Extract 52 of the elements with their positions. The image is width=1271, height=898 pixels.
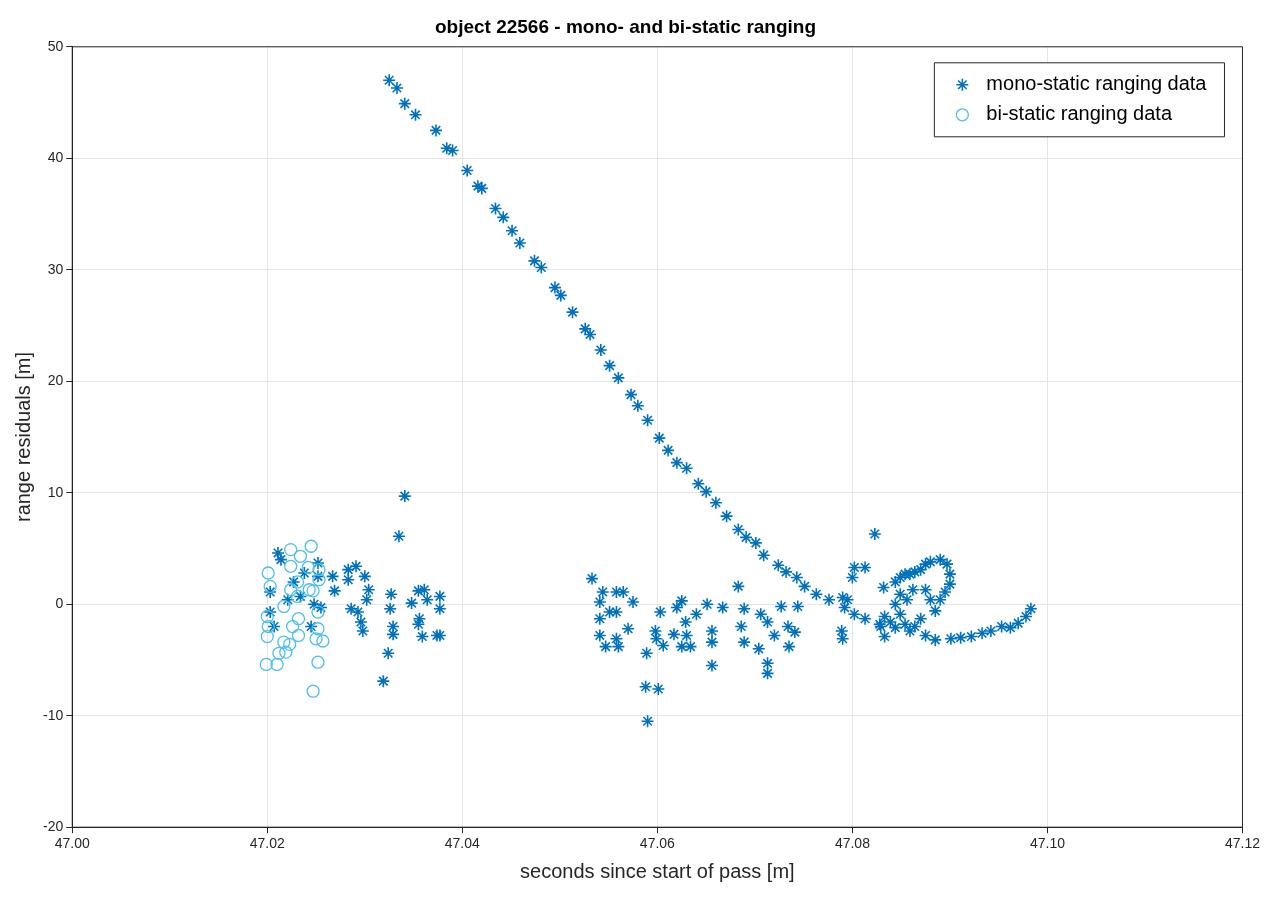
point — [293, 549, 308, 563]
y-tick-label: 30 — [47, 260, 64, 277]
point — [285, 619, 300, 634]
legend-label: mono-static ranging data — [986, 72, 1208, 95]
point — [309, 632, 323, 646]
y-tick-label: 0 — [55, 595, 64, 612]
point — [312, 573, 326, 587]
y-tick-label: 20 — [47, 372, 64, 389]
point — [272, 646, 286, 660]
point — [311, 605, 325, 619]
point — [304, 539, 318, 553]
point — [277, 599, 291, 614]
point — [284, 542, 298, 557]
point — [312, 563, 326, 577]
point — [306, 684, 320, 698]
y-tick-label: -20 — [43, 818, 64, 835]
x-axis-title: seconds since start of pass [m] — [520, 859, 795, 882]
point — [284, 583, 298, 597]
point — [259, 657, 273, 672]
point — [261, 566, 275, 580]
point — [311, 622, 325, 636]
point — [316, 634, 330, 648]
y-axis-title: range residuals [m] — [11, 351, 34, 523]
x-tick-label: 47.10 — [1029, 835, 1066, 852]
y-tick-label: -10 — [43, 706, 64, 723]
x-tick-label: 47.12 — [1224, 835, 1261, 852]
point — [279, 645, 293, 659]
y-tick-label: 50 — [47, 37, 64, 54]
point — [283, 637, 297, 652]
point — [306, 584, 320, 598]
point — [291, 612, 306, 626]
point — [260, 609, 274, 624]
point — [277, 635, 291, 649]
point — [311, 655, 325, 669]
chart-title: object 22566 - mono- and bi-static ranging — [434, 15, 817, 37]
x-tick-label: 47.08 — [834, 835, 871, 852]
point — [260, 629, 274, 644]
point — [284, 559, 298, 573]
point — [291, 628, 306, 643]
point — [302, 583, 316, 597]
point — [261, 619, 275, 634]
point — [290, 575, 305, 589]
point — [270, 657, 284, 672]
point — [263, 579, 277, 594]
y-tick-label: 10 — [47, 483, 64, 500]
legend-label: bi-static ranging data — [986, 102, 1173, 125]
y-tick-label: 40 — [47, 149, 64, 166]
x-tick-label: 47.00 — [54, 835, 90, 852]
point — [301, 560, 315, 575]
x-tick-label: 47.04 — [444, 835, 481, 852]
x-tick-label: 47.02 — [249, 835, 285, 852]
x-tick-label: 47.06 — [639, 835, 676, 852]
